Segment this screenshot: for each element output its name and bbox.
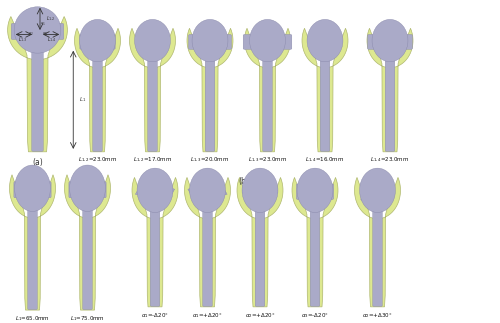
Ellipse shape xyxy=(372,19,408,62)
Polygon shape xyxy=(361,179,394,197)
Text: $L_1$=75.0mm: $L_1$=75.0mm xyxy=(70,315,105,323)
Ellipse shape xyxy=(18,15,45,39)
Ellipse shape xyxy=(192,176,213,199)
FancyBboxPatch shape xyxy=(28,186,38,309)
Text: (a): (a) xyxy=(32,158,43,167)
Ellipse shape xyxy=(190,168,226,213)
FancyBboxPatch shape xyxy=(12,24,64,39)
Polygon shape xyxy=(132,177,178,307)
Ellipse shape xyxy=(242,168,278,213)
FancyBboxPatch shape xyxy=(243,35,292,49)
Ellipse shape xyxy=(140,176,161,199)
FancyBboxPatch shape xyxy=(148,38,157,151)
Ellipse shape xyxy=(82,27,103,49)
Ellipse shape xyxy=(18,173,38,197)
Ellipse shape xyxy=(14,165,51,212)
FancyBboxPatch shape xyxy=(296,184,334,199)
Ellipse shape xyxy=(134,19,170,62)
Polygon shape xyxy=(64,175,110,310)
FancyBboxPatch shape xyxy=(263,38,272,151)
Polygon shape xyxy=(188,182,227,202)
Text: $\alpha_1$=+Δ20°: $\alpha_1$=+Δ20° xyxy=(192,311,222,320)
Polygon shape xyxy=(237,177,283,307)
Polygon shape xyxy=(302,28,348,152)
Text: $\alpha_1$: $\alpha_1$ xyxy=(40,20,46,28)
FancyBboxPatch shape xyxy=(93,38,102,151)
FancyBboxPatch shape xyxy=(82,186,92,309)
Text: $L_{1.4}$: $L_{1.4}$ xyxy=(48,35,58,44)
Text: $L_1$: $L_1$ xyxy=(80,95,86,104)
FancyBboxPatch shape xyxy=(310,188,320,307)
Ellipse shape xyxy=(245,176,266,199)
Ellipse shape xyxy=(195,27,216,49)
Polygon shape xyxy=(130,28,176,152)
FancyBboxPatch shape xyxy=(32,27,43,151)
Text: $\alpha_3$=-Δ20°: $\alpha_3$=-Δ20° xyxy=(301,311,329,320)
Text: (b): (b) xyxy=(238,177,249,186)
Polygon shape xyxy=(136,182,174,202)
FancyBboxPatch shape xyxy=(310,35,340,49)
FancyBboxPatch shape xyxy=(206,38,215,151)
Ellipse shape xyxy=(362,176,384,199)
Ellipse shape xyxy=(375,27,396,49)
Polygon shape xyxy=(8,16,68,152)
Text: $L_{1,4}$=16.0mm: $L_{1,4}$=16.0mm xyxy=(306,156,344,164)
Ellipse shape xyxy=(70,165,106,212)
FancyBboxPatch shape xyxy=(140,35,166,49)
Polygon shape xyxy=(244,28,290,152)
Polygon shape xyxy=(74,28,120,152)
Polygon shape xyxy=(292,177,338,307)
Text: $\alpha_2$=+Δ30°: $\alpha_2$=+Δ30° xyxy=(362,311,392,320)
FancyBboxPatch shape xyxy=(150,188,160,307)
Ellipse shape xyxy=(297,168,333,213)
Ellipse shape xyxy=(72,173,93,197)
FancyBboxPatch shape xyxy=(368,35,412,49)
Polygon shape xyxy=(187,28,233,152)
Text: $L_{1,4}$=23.0mm: $L_{1,4}$=23.0mm xyxy=(370,156,410,164)
Text: $L_1$=65.0mm: $L_1$=65.0mm xyxy=(15,315,50,323)
FancyBboxPatch shape xyxy=(373,188,382,307)
FancyBboxPatch shape xyxy=(69,182,106,198)
Text: $L_{1.2}$: $L_{1.2}$ xyxy=(46,15,56,23)
Text: $\alpha_2$=+Δ20°: $\alpha_2$=+Δ20° xyxy=(245,311,275,320)
Text: $\alpha_1$=-Δ20°: $\alpha_1$=-Δ20° xyxy=(141,311,169,320)
FancyBboxPatch shape xyxy=(14,182,51,198)
Polygon shape xyxy=(354,177,401,307)
FancyBboxPatch shape xyxy=(256,188,265,307)
Ellipse shape xyxy=(14,7,61,53)
Text: $L_{1,3}$=20.0mm: $L_{1,3}$=20.0mm xyxy=(190,156,230,164)
Ellipse shape xyxy=(360,168,396,213)
Ellipse shape xyxy=(310,27,331,49)
Ellipse shape xyxy=(80,19,116,62)
Ellipse shape xyxy=(138,27,158,49)
Text: $\alpha_3$: $\alpha_3$ xyxy=(42,31,49,38)
Ellipse shape xyxy=(137,168,173,213)
FancyBboxPatch shape xyxy=(188,35,232,49)
Ellipse shape xyxy=(192,19,228,62)
FancyBboxPatch shape xyxy=(203,188,212,307)
Ellipse shape xyxy=(300,176,321,199)
Ellipse shape xyxy=(252,27,274,49)
FancyBboxPatch shape xyxy=(320,38,330,151)
Polygon shape xyxy=(361,187,394,205)
Text: $L_{1.3}$: $L_{1.3}$ xyxy=(18,35,28,44)
Polygon shape xyxy=(242,181,278,202)
Text: $\alpha_2$: $\alpha_2$ xyxy=(28,31,35,38)
Ellipse shape xyxy=(250,19,286,62)
Polygon shape xyxy=(242,181,278,202)
FancyBboxPatch shape xyxy=(80,35,115,49)
Text: $L_{1,2}$=17.0mm: $L_{1,2}$=17.0mm xyxy=(133,156,172,164)
Polygon shape xyxy=(367,28,413,152)
Text: $L_{1,3}$=23.0mm: $L_{1,3}$=23.0mm xyxy=(248,156,287,164)
Polygon shape xyxy=(10,175,56,310)
FancyBboxPatch shape xyxy=(386,38,395,151)
Text: $L_{1,2}$=23.0mm: $L_{1,2}$=23.0mm xyxy=(78,156,117,164)
Polygon shape xyxy=(184,177,230,307)
Ellipse shape xyxy=(307,19,343,62)
